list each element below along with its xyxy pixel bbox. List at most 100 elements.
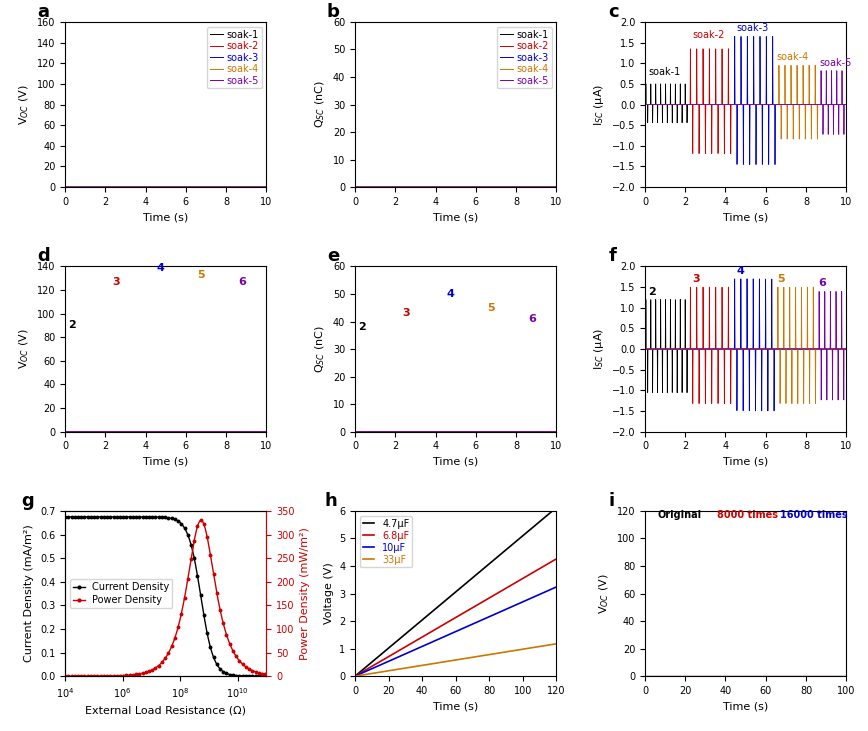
6.8μF (402, 642, 412, 651)
soak-5 (72, 183, 82, 192)
soak-4 (358, 183, 369, 192)
Text: a: a (37, 3, 49, 21)
X-axis label: Time (s): Time (s) (723, 457, 768, 467)
Text: 3: 3 (113, 277, 120, 287)
soak-3 (362, 183, 372, 192)
Text: 5: 5 (197, 270, 205, 280)
soak-2 (158, 183, 168, 192)
Current Density (256, 672, 266, 681)
soak-5 (99, 183, 109, 192)
10μF (502, 605, 512, 613)
6.8μF (502, 583, 512, 592)
Text: 6: 6 (238, 277, 247, 287)
soak-4 (60, 183, 70, 192)
soak-4 (72, 183, 82, 192)
X-axis label: Time (s): Time (s) (143, 213, 188, 222)
Text: soak-3: soak-3 (737, 23, 769, 33)
soak-5 (69, 183, 79, 192)
6.8μF (350, 672, 360, 681)
soak-2 (551, 183, 562, 192)
soak-1 (358, 183, 369, 192)
soak-1 (251, 183, 261, 192)
soak-3 (261, 183, 272, 192)
Text: i: i (608, 492, 615, 510)
Line: 33μF: 33μF (355, 644, 556, 676)
Power Density (60, 672, 70, 681)
soak-5 (61, 183, 71, 192)
soak-1 (261, 183, 272, 192)
6.8μF (469, 602, 479, 611)
soak-3 (541, 183, 551, 192)
soak-4 (551, 183, 562, 192)
Y-axis label: I$_{SC}$ (μA): I$_{SC}$ (μA) (592, 83, 606, 126)
soak-5 (541, 183, 551, 192)
4.7μF (385, 642, 396, 651)
Power Density (157, 658, 168, 667)
4.7μF (469, 572, 479, 581)
soak-2 (251, 183, 261, 192)
4.7μF (502, 545, 512, 553)
Power Density (169, 636, 180, 645)
soak-1 (448, 183, 458, 192)
soak-2 (448, 183, 458, 192)
33μF (469, 653, 479, 662)
soak-2 (362, 183, 372, 192)
Line: 6.8μF: 6.8μF (355, 559, 556, 676)
soak-2 (99, 183, 109, 192)
soak-2 (351, 183, 361, 192)
Text: soak-1: soak-1 (648, 67, 681, 77)
Power Density (261, 670, 272, 678)
soak-3 (158, 183, 168, 192)
Text: 4: 4 (447, 289, 455, 299)
6.8μF (551, 555, 562, 564)
X-axis label: Time (s): Time (s) (433, 213, 478, 222)
soak-3 (251, 183, 261, 192)
soak-5 (389, 183, 399, 192)
Y-axis label: Q$_{SC}$ (nC): Q$_{SC}$ (nC) (313, 80, 327, 129)
X-axis label: Time (s): Time (s) (433, 457, 478, 467)
Power Density (226, 641, 236, 650)
10μF (441, 632, 451, 640)
Text: d: d (37, 248, 49, 265)
Text: 6: 6 (819, 279, 826, 288)
33μF (551, 640, 562, 648)
Text: g: g (21, 492, 34, 510)
33μF (385, 666, 396, 675)
Text: 5: 5 (777, 274, 785, 284)
4.7μF (551, 503, 562, 512)
soak-4 (69, 183, 79, 192)
Text: 6: 6 (529, 314, 536, 324)
soak-3 (551, 183, 562, 192)
Text: 3: 3 (403, 308, 410, 318)
Legend: soak-1, soak-2, soak-3, soak-4, soak-5: soak-1, soak-2, soak-3, soak-4, soak-5 (496, 27, 551, 88)
soak-4 (251, 183, 261, 192)
soak-3 (72, 183, 82, 192)
10μF (484, 613, 495, 621)
Power Density (155, 659, 166, 668)
Power Density (257, 669, 267, 678)
Current Density (169, 515, 180, 523)
soak-3 (448, 183, 458, 192)
X-axis label: External Load Resistance (Ω): External Load Resistance (Ω) (85, 705, 247, 715)
soak-4 (362, 183, 372, 192)
soak-1 (69, 183, 79, 192)
Current Density (225, 670, 235, 679)
soak-5 (60, 183, 70, 192)
Text: c: c (608, 3, 620, 21)
soak-2 (350, 183, 360, 192)
soak-3 (99, 183, 109, 192)
soak-4 (350, 183, 360, 192)
Text: b: b (327, 3, 339, 21)
soak-5 (251, 183, 261, 192)
soak-4 (61, 183, 71, 192)
X-axis label: Time (s): Time (s) (433, 702, 478, 711)
X-axis label: Time (s): Time (s) (723, 702, 768, 711)
soak-2 (389, 183, 399, 192)
soak-5 (158, 183, 168, 192)
soak-1 (551, 183, 562, 192)
Text: f: f (608, 248, 616, 265)
soak-1 (60, 183, 70, 192)
33μF (484, 650, 495, 659)
10μF (469, 619, 479, 628)
4.7μF (402, 629, 412, 637)
